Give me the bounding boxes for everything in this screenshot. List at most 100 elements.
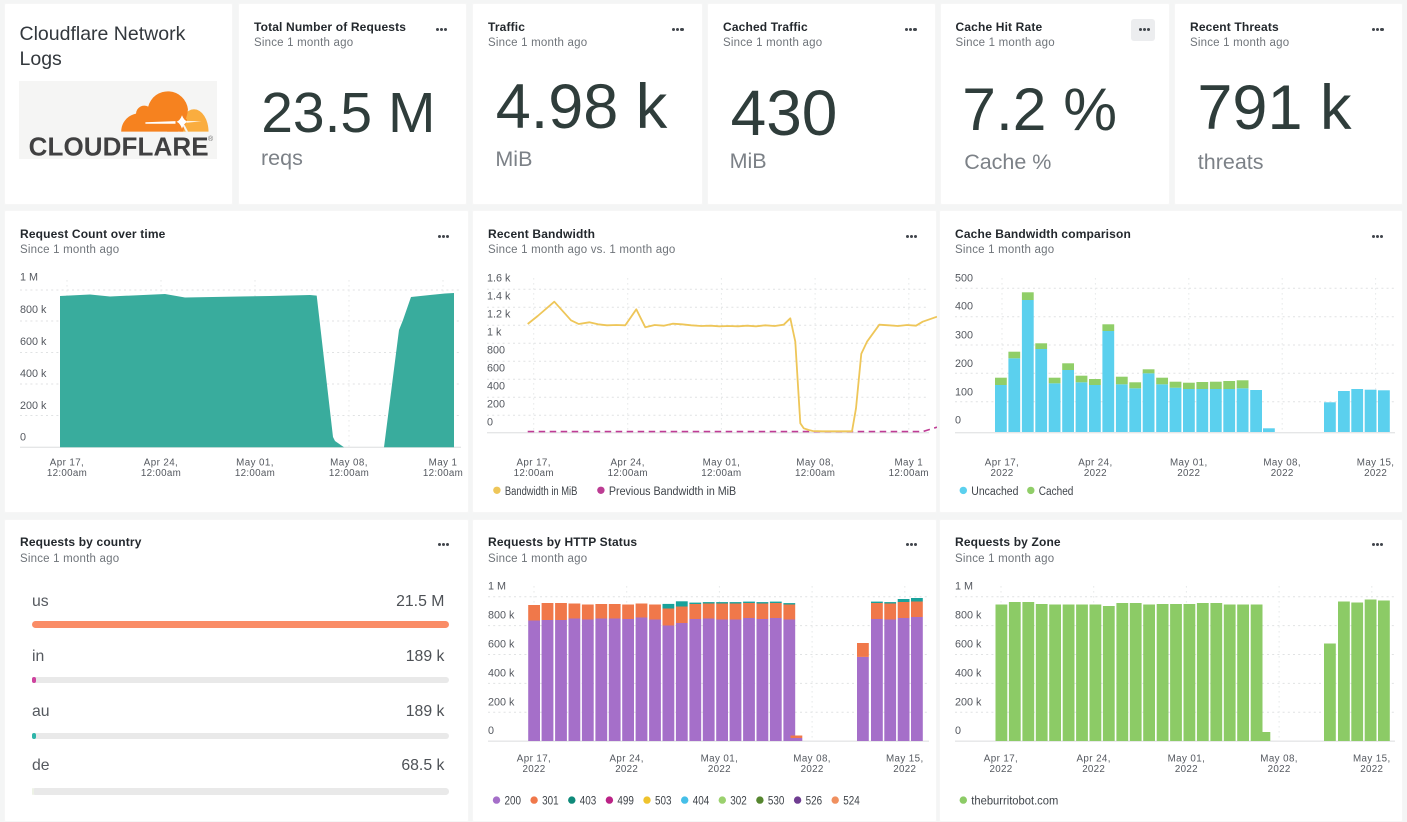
svg-text:0: 0	[487, 417, 493, 429]
svg-text:1.6 k: 1.6 k	[487, 273, 511, 285]
svg-text:400 k: 400 k	[20, 368, 47, 380]
svg-text:Apr 17,: Apr 17,	[984, 753, 1018, 764]
svg-text:503: 503	[655, 795, 672, 807]
svg-text:200 k: 200 k	[955, 696, 982, 708]
svg-text:2022: 2022	[708, 763, 731, 774]
svg-text:12:00am: 12:00am	[701, 468, 741, 479]
svg-text:May 08,: May 08,	[330, 458, 368, 469]
svg-text:®: ®	[208, 135, 214, 143]
svg-text:301: 301	[542, 795, 559, 807]
svg-text:Apr 24,: Apr 24,	[610, 753, 644, 764]
svg-text:800 k: 800 k	[488, 609, 515, 621]
svg-text:800: 800	[487, 345, 505, 357]
svg-text:524: 524	[843, 795, 860, 807]
svg-text:1 M: 1 M	[20, 272, 38, 284]
svg-text:302: 302	[730, 795, 747, 807]
svg-text:2022: 2022	[1084, 468, 1107, 479]
svg-text:May 1: May 1	[429, 458, 458, 469]
svg-text:May 08,: May 08,	[793, 753, 831, 764]
svg-text:12:00am: 12:00am	[141, 468, 181, 479]
svg-text:2022: 2022	[523, 763, 546, 774]
svg-text:1.2 k: 1.2 k	[487, 309, 511, 321]
svg-text:May 01,: May 01,	[703, 458, 741, 469]
svg-text:May 08,: May 08,	[796, 458, 834, 469]
svg-text:1 k: 1 k	[487, 327, 502, 339]
svg-text:Uncached: Uncached	[971, 486, 1018, 498]
svg-text:12:00am: 12:00am	[795, 468, 835, 479]
svg-text:300: 300	[955, 329, 973, 341]
svg-text:Apr 24,: Apr 24,	[1078, 458, 1112, 469]
svg-text:0: 0	[955, 415, 961, 427]
svg-text:2022: 2022	[1364, 468, 1387, 479]
svg-text:May 1: May 1	[894, 458, 923, 469]
svg-text:Apr 24,: Apr 24,	[1077, 753, 1111, 764]
svg-text:theburritobot.com: theburritobot.com	[971, 795, 1058, 807]
svg-text:May 15,: May 15,	[1357, 458, 1395, 469]
svg-text:2022: 2022	[991, 468, 1014, 479]
svg-text:404: 404	[693, 795, 710, 807]
svg-text:0: 0	[488, 725, 494, 737]
svg-text:Apr 24,: Apr 24,	[144, 458, 178, 469]
svg-text:200: 200	[487, 399, 505, 411]
svg-text:2022: 2022	[1082, 763, 1105, 774]
svg-text:May 15,: May 15,	[886, 753, 924, 764]
svg-text:May 01,: May 01,	[1168, 753, 1206, 764]
svg-text:12:00am: 12:00am	[608, 468, 648, 479]
svg-text:2022: 2022	[1271, 468, 1294, 479]
svg-text:800 k: 800 k	[20, 304, 47, 316]
svg-text:2022: 2022	[1177, 468, 1200, 479]
svg-text:12:00am: 12:00am	[329, 468, 369, 479]
svg-text:12:00am: 12:00am	[514, 468, 554, 479]
svg-text:200: 200	[955, 358, 973, 370]
svg-text:1.4 k: 1.4 k	[487, 291, 511, 303]
svg-text:600: 600	[487, 363, 505, 375]
svg-text:400 k: 400 k	[488, 667, 515, 679]
svg-text:100: 100	[955, 386, 973, 398]
svg-text:400: 400	[955, 301, 973, 313]
svg-text:2022: 2022	[615, 763, 638, 774]
svg-text:CLOUDFLARE: CLOUDFLARE	[28, 132, 208, 161]
svg-text:500: 500	[955, 272, 973, 284]
svg-text:200 k: 200 k	[488, 696, 515, 708]
svg-text:Previous Bandwidth in MiB: Previous Bandwidth in MiB	[609, 486, 737, 498]
svg-text:0: 0	[20, 432, 26, 444]
svg-text:0: 0	[955, 725, 961, 737]
svg-text:499: 499	[617, 795, 634, 807]
svg-text:600 k: 600 k	[20, 336, 47, 348]
svg-text:530: 530	[768, 795, 785, 807]
svg-text:Apr 17,: Apr 17,	[50, 458, 84, 469]
svg-text:12:00am: 12:00am	[47, 468, 87, 479]
svg-text:2022: 2022	[893, 763, 916, 774]
svg-text:403: 403	[580, 795, 597, 807]
svg-text:May 08,: May 08,	[1260, 753, 1298, 764]
svg-text:12:00am: 12:00am	[235, 468, 275, 479]
svg-text:400: 400	[487, 381, 505, 393]
svg-text:200 k: 200 k	[20, 400, 47, 412]
svg-text:200: 200	[505, 795, 522, 807]
svg-text:2022: 2022	[1175, 763, 1198, 774]
svg-text:Apr 17,: Apr 17,	[517, 458, 551, 469]
svg-text:May 01,: May 01,	[701, 753, 739, 764]
svg-text:Bandwidth in MiB: Bandwidth in MiB	[505, 486, 578, 498]
svg-text:12:00am: 12:00am	[423, 468, 463, 479]
svg-text:2022: 2022	[990, 763, 1013, 774]
svg-text:526: 526	[806, 795, 823, 807]
svg-text:Apr 24,: Apr 24,	[611, 458, 645, 469]
svg-text:600 k: 600 k	[488, 638, 515, 650]
svg-text:Cached: Cached	[1039, 486, 1074, 498]
svg-text:12:00am: 12:00am	[889, 468, 929, 479]
svg-text:May 01,: May 01,	[236, 458, 274, 469]
svg-text:May 15,: May 15,	[1353, 753, 1391, 764]
svg-text:2022: 2022	[1268, 763, 1291, 774]
svg-text:800 k: 800 k	[955, 609, 982, 621]
svg-text:400 k: 400 k	[955, 667, 982, 679]
svg-text:Apr 17,: Apr 17,	[985, 458, 1019, 469]
svg-text:Apr 17,: Apr 17,	[517, 753, 551, 764]
svg-text:600 k: 600 k	[955, 638, 982, 650]
svg-text:1 M: 1 M	[488, 580, 506, 592]
svg-text:1 M: 1 M	[955, 580, 973, 592]
svg-text:2022: 2022	[1360, 763, 1383, 774]
svg-text:2022: 2022	[801, 763, 824, 774]
svg-text:May 08,: May 08,	[1263, 458, 1301, 469]
svg-text:May 01,: May 01,	[1170, 458, 1208, 469]
